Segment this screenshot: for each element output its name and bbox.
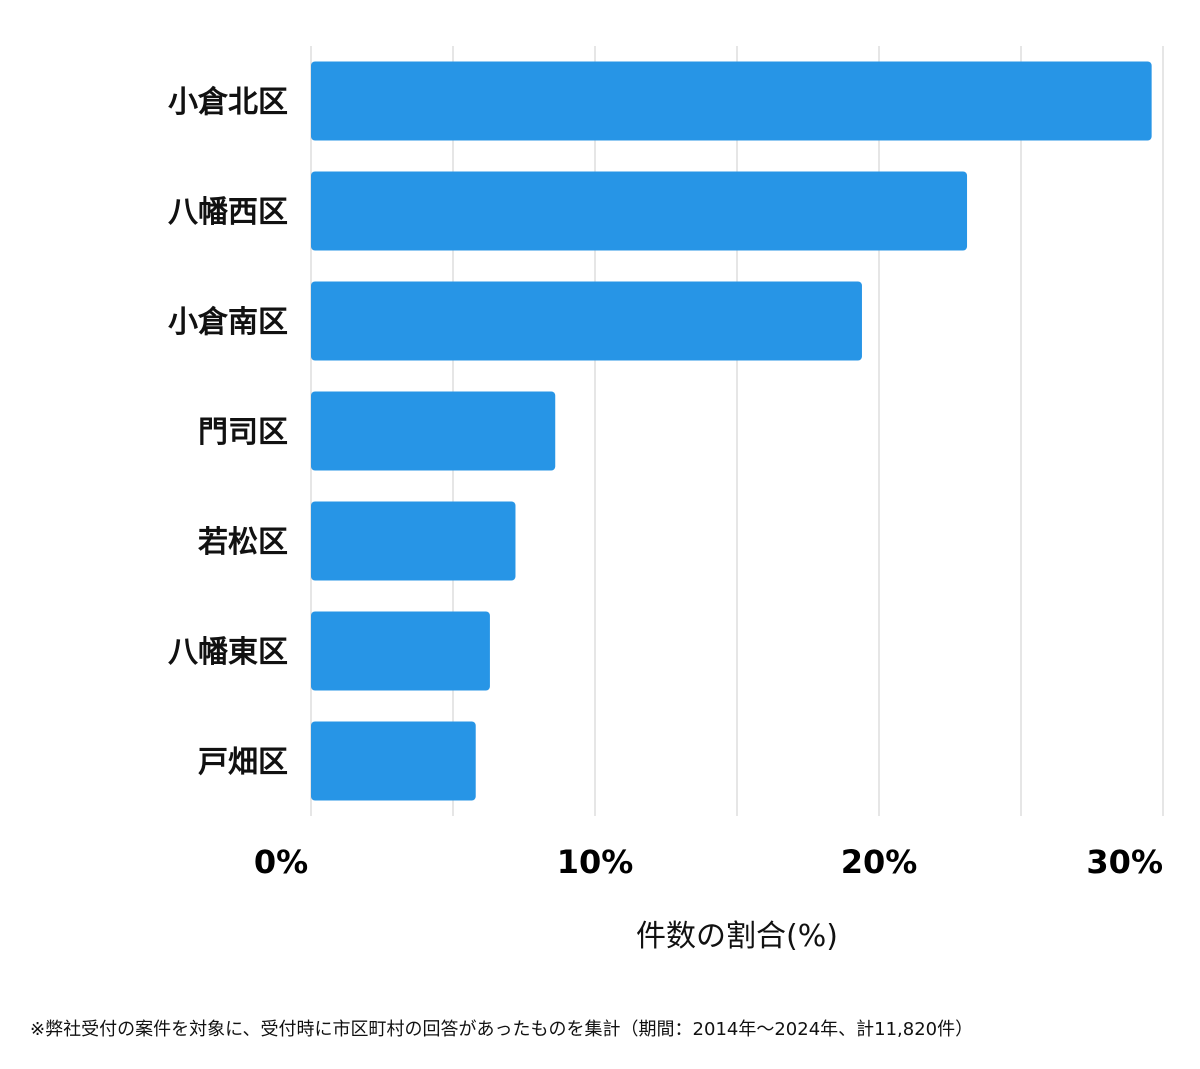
bar-5: [311, 611, 490, 691]
category-label-6: 戸畑区: [198, 745, 288, 780]
category-label-2: 小倉南区: [168, 305, 288, 340]
bar-3: [311, 391, 556, 471]
x-tick-label-3: 30%: [1086, 843, 1163, 881]
bar-0: [311, 61, 1152, 141]
bars: [311, 61, 1152, 801]
category-label-3: 門司区: [198, 415, 288, 450]
category-label-4: 若松区: [198, 525, 288, 560]
x-tick-labels: 0% 10% 20% 30%: [254, 843, 1163, 881]
x-tick-label-2: 20%: [841, 843, 918, 881]
bar-6: [311, 721, 476, 801]
footnote: ※弊社受付の案件を対象に、受付時に市区町村の回答があったものを集計（期間：201…: [30, 1019, 974, 1040]
category-label-0: 小倉北区: [168, 85, 288, 120]
x-axis-title: 件数の割合(%): [636, 919, 838, 954]
x-tick-label-1: 10%: [557, 843, 634, 881]
bar-2: [311, 281, 862, 361]
category-label-5: 八幡東区: [168, 635, 288, 670]
bar-1: [311, 171, 968, 251]
category-label-1: 八幡西区: [168, 195, 288, 230]
bar-4: [311, 501, 516, 581]
x-tick-label-0: 0%: [254, 843, 308, 881]
